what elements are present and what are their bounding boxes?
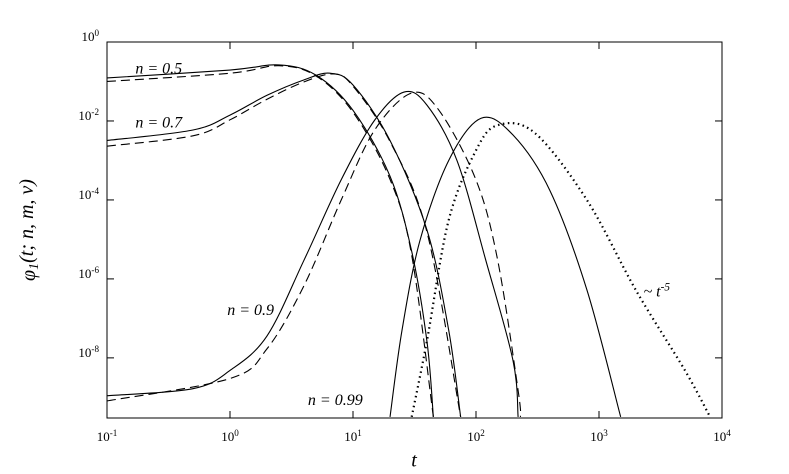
y-tick-label: 10-2 <box>78 107 99 123</box>
x-tick-label: 101 <box>344 428 362 444</box>
curves <box>107 64 712 418</box>
curve <box>107 65 434 417</box>
x-tick-label: 10-1 <box>97 428 118 444</box>
curve <box>389 116 622 418</box>
annotation: n = 0.7 <box>135 114 183 131</box>
annotation: ~ t-5 <box>643 281 670 300</box>
annotation: n = 0.99 <box>308 392 363 409</box>
x-tick-label: 104 <box>713 428 731 444</box>
plot-frame <box>106 41 723 419</box>
y-axis-label: φ1(t; n, m, ν) <box>15 179 42 281</box>
curve <box>107 90 519 417</box>
x-tick-label: 103 <box>590 428 608 444</box>
y-tick-label: 100 <box>81 28 99 44</box>
x-tick-label: 102 <box>467 428 485 444</box>
annotation: n = 0.9 <box>227 302 274 319</box>
x-axis-label: t <box>411 450 417 472</box>
y-tick-label: 10-6 <box>78 265 99 281</box>
curve <box>107 64 434 417</box>
curve <box>107 91 522 417</box>
x-tick-label: 100 <box>221 428 239 444</box>
curve <box>107 73 462 417</box>
y-tick-label: 10-4 <box>78 186 99 202</box>
curve <box>410 121 712 418</box>
y-tick-label: 10-8 <box>78 344 99 360</box>
annotation: n = 0.5 <box>135 60 182 77</box>
